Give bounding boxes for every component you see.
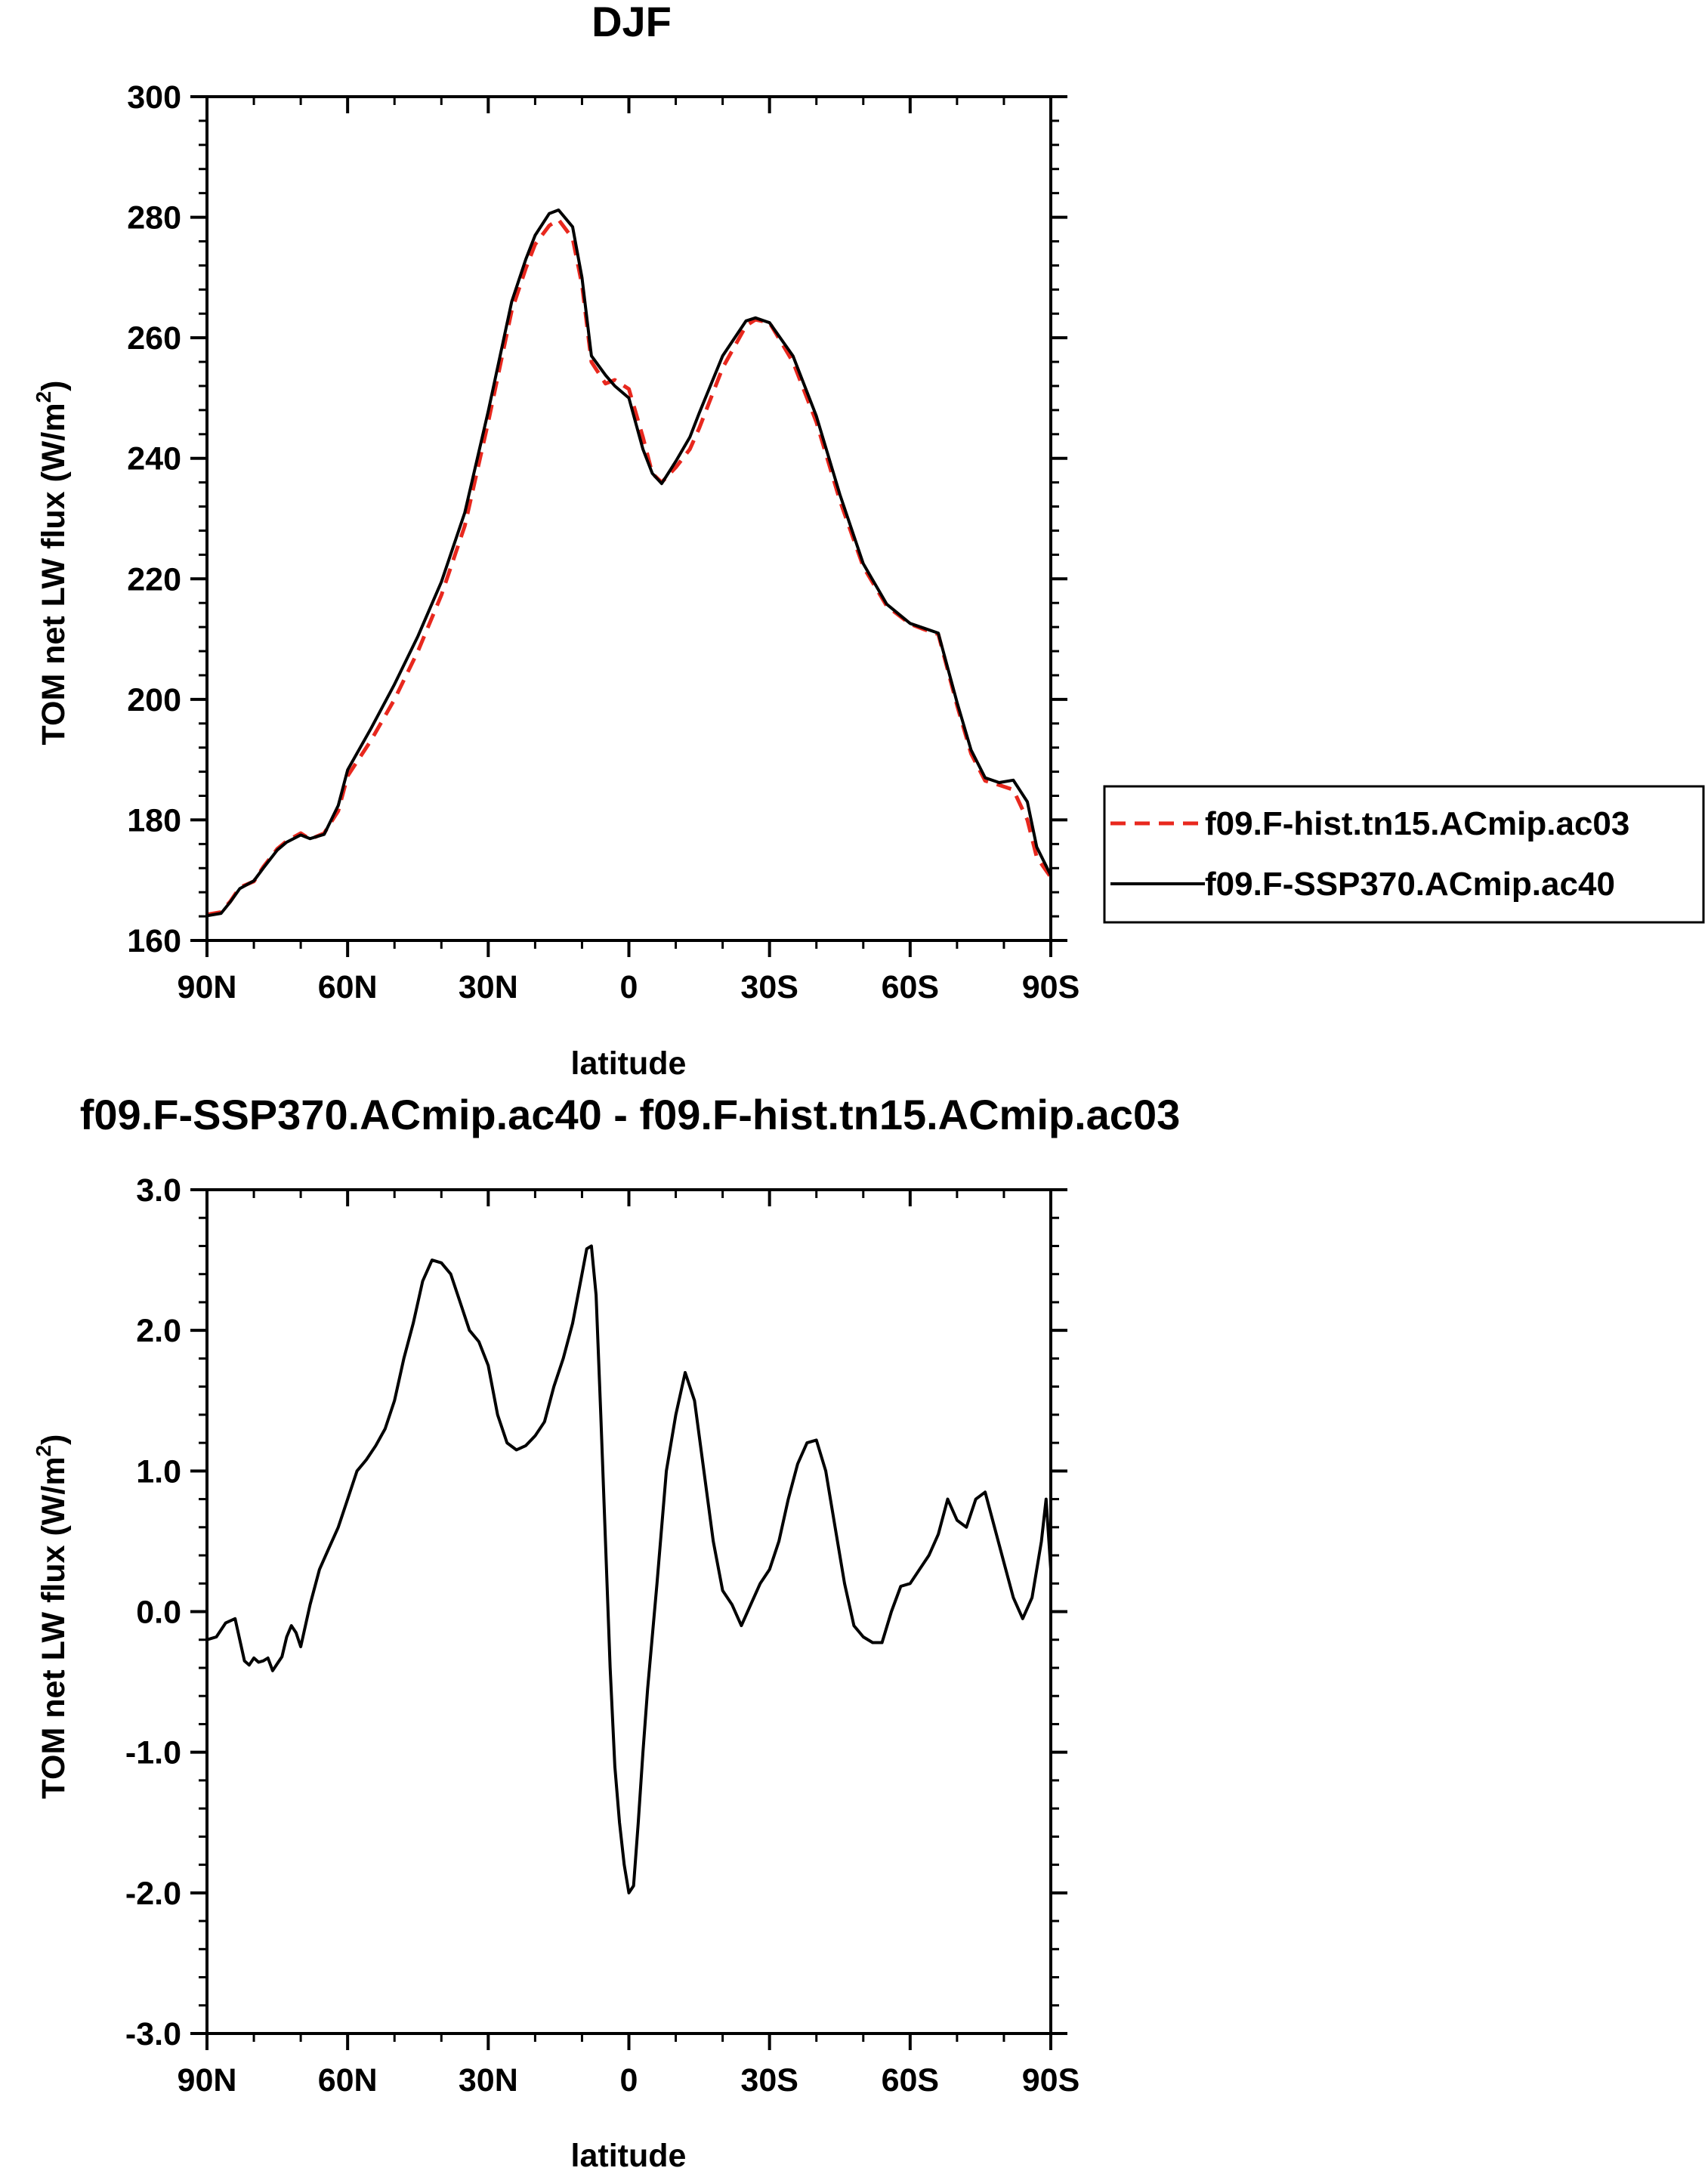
- top-y-tick-label: 280: [127, 200, 181, 236]
- bottom-x-tick-label: 60N: [318, 2062, 378, 2098]
- svg-text:TOM net LW flux (W/m2): TOM net LW flux (W/m2): [32, 381, 72, 746]
- top-y-tick-label: 200: [127, 682, 181, 718]
- bottom-y-tick-label: -3.0: [125, 2016, 181, 2052]
- top-series-line-f09-f-ssp370-acmip-ac40: [206, 208, 1052, 918]
- bottom-y-tick-label: 2.0: [136, 1313, 181, 1349]
- bottom-y-axis-label-close: ): [36, 1434, 72, 1445]
- top-y-axis-label-main: TOM net LW flux (W/m: [36, 403, 72, 745]
- bottom-x-tick-label: 90N: [178, 2062, 237, 2098]
- bottom-x-tick-label: 30S: [740, 2062, 798, 2098]
- bottom-y-axis-label-main: TOM net LW flux (W/m: [36, 1456, 72, 1799]
- top-x-tick-label: 60S: [882, 969, 940, 1005]
- legend-box: [1103, 785, 1705, 924]
- bottom-x-axis-label: latitude: [571, 2138, 687, 2174]
- legend-label-ssp370: f09.F-SSP370.ACmip.ac40: [1205, 866, 1615, 903]
- bottom-x-tick-label: 90S: [1022, 2062, 1080, 2098]
- bottom-y-tick-label: 1.0: [136, 1453, 181, 1490]
- top-y-tick-label: 160: [127, 923, 181, 959]
- bottom-chart-title: f09.F-SSP370.ACmip.ac40 - f09.F-hist.tn1…: [80, 1091, 1181, 1138]
- bottom-series: [206, 1244, 1052, 1895]
- bottom-y-tick-label: 0.0: [136, 1595, 181, 1631]
- bottom-x-tick-label: 30N: [459, 2062, 518, 2098]
- top-plot-frame: [205, 95, 1052, 942]
- top-y-axis-label: TOM net LW flux (W/m2): [32, 381, 72, 746]
- top-y-axis-label-sup: 2: [32, 391, 55, 403]
- bottom-y-tick-label: -1.0: [125, 1735, 181, 1771]
- top-axis-ticks: [190, 95, 1067, 957]
- bottom-y-axis-label-sup: 2: [32, 1445, 55, 1457]
- bottom-axis-tick-labels: 90N 60N 30N 0 30S 60S 90S -3.0 -2.0 -1.0 0.0 1.0 2.0…: [125, 1172, 1079, 2098]
- top-series-line-f09-f-hist-tn15-acmip-ac03: [206, 218, 1053, 917]
- bottom-y-tick-label: -2.0: [125, 1876, 181, 1912]
- bottom-plot-frame: [205, 1188, 1052, 2035]
- top-axis-tick-labels: 90N 60N 30N 0 30S 60S 90S 160 180 200 220 240 260 280…: [127, 79, 1079, 1005]
- top-x-tick-label: 30N: [459, 969, 518, 1005]
- bottom-chart: f09.F-SSP370.ACmip.ac40 - f09.F-hist.tn1…: [32, 1091, 1180, 2174]
- top-y-tick-label: 220: [127, 561, 181, 598]
- bottom-x-tick-label: 0: [620, 2062, 638, 2098]
- top-x-tick-label: 30S: [740, 969, 798, 1005]
- top-x-tick-label: 60N: [318, 969, 378, 1005]
- legend: f09.F-hist.tn15.ACmip.ac03 f09.F-SSP370.…: [1103, 785, 1705, 924]
- top-x-tick-label: 90S: [1022, 969, 1080, 1005]
- top-x-tick-label: 90N: [178, 969, 237, 1005]
- top-y-tick-label: 300: [127, 79, 181, 116]
- bottom-y-tick-label: 3.0: [136, 1172, 181, 1209]
- top-x-tick-label: 0: [620, 969, 638, 1005]
- top-x-axis-label: latitude: [571, 1045, 687, 1082]
- bottom-y-axis-label: TOM net LW flux (W/m2): [32, 1434, 72, 1799]
- top-chart: DJF TOM net LW flux (W/m2) latitude 90N 6…: [32, 0, 1705, 1082]
- top-y-tick-label: 240: [127, 441, 181, 477]
- svg-text:TOM net LW flux (W/m2): TOM net LW flux (W/m2): [32, 1434, 72, 1799]
- top-y-tick-label: 180: [127, 802, 181, 838]
- top-chart-title: DJF: [591, 0, 672, 45]
- top-y-tick-label: 260: [127, 320, 181, 357]
- top-series: [206, 208, 1053, 918]
- bottom-x-tick-label: 60S: [882, 2062, 940, 2098]
- top-y-axis-label-close: ): [36, 381, 72, 391]
- bottom-series-line-difference: [206, 1244, 1052, 1895]
- bottom-axis-ticks: [190, 1188, 1067, 2050]
- legend-label-hist: f09.F-hist.tn15.ACmip.ac03: [1205, 805, 1629, 842]
